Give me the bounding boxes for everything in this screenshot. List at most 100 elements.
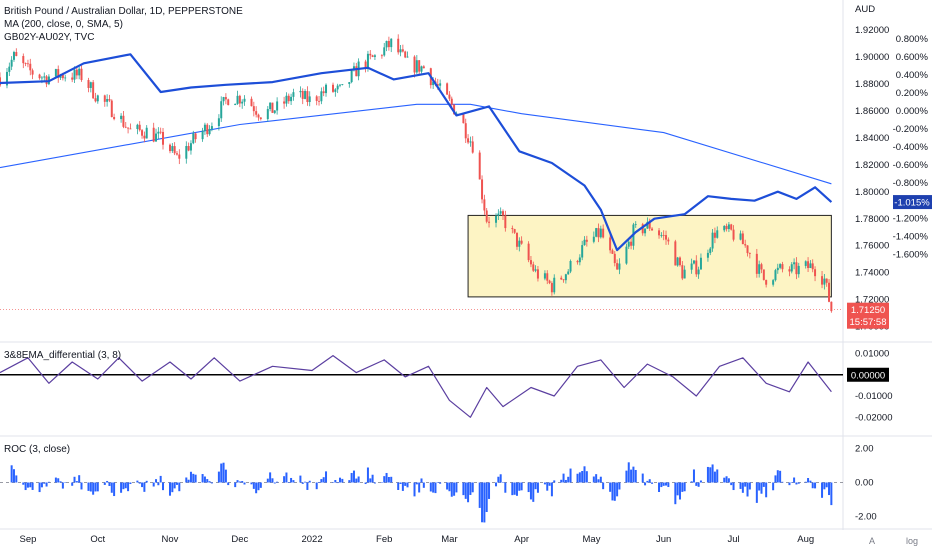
roc-bar bbox=[520, 482, 523, 491]
month-tick-label: Nov bbox=[162, 534, 179, 545]
candle-body bbox=[168, 144, 171, 152]
roc-bar bbox=[453, 482, 456, 496]
roc-bar bbox=[40, 482, 43, 488]
price-tick-label: 1.74000 bbox=[855, 268, 889, 279]
roc-bar bbox=[448, 482, 451, 492]
roc-bar bbox=[308, 480, 311, 483]
candle-body bbox=[71, 77, 74, 80]
roc-bar bbox=[189, 471, 192, 483]
candle-body bbox=[189, 143, 192, 151]
candle-body bbox=[110, 100, 113, 118]
candle-body bbox=[304, 91, 307, 99]
roc-bar bbox=[695, 482, 698, 486]
roc-bar bbox=[613, 482, 616, 501]
roc-bar bbox=[804, 481, 807, 483]
percent-tick-label: -1.200% bbox=[893, 214, 929, 225]
candle-body bbox=[630, 241, 633, 246]
roc-bar bbox=[548, 482, 551, 486]
roc-bar bbox=[422, 482, 425, 488]
roc-bar bbox=[560, 479, 563, 483]
candle-body bbox=[203, 124, 206, 131]
roc-bar bbox=[495, 482, 498, 487]
roc-bar bbox=[797, 482, 800, 484]
candle-body bbox=[529, 260, 532, 265]
price-tick-label: 1.90000 bbox=[855, 52, 889, 63]
candle-body bbox=[597, 228, 600, 238]
roc-bar bbox=[348, 480, 351, 483]
candle-body bbox=[581, 245, 584, 258]
candle-body bbox=[644, 228, 647, 234]
candle-body bbox=[61, 74, 64, 79]
candle-body bbox=[113, 117, 116, 120]
roc-bar bbox=[618, 482, 621, 490]
candle-body bbox=[616, 263, 619, 270]
candle-body bbox=[194, 133, 197, 140]
candle-body bbox=[315, 96, 318, 101]
candle-body bbox=[765, 279, 768, 285]
roc-bar bbox=[47, 481, 50, 483]
roc-bar bbox=[471, 482, 474, 493]
candle-body bbox=[534, 269, 537, 271]
roc-bar bbox=[113, 482, 116, 497]
roc-bar bbox=[325, 471, 328, 483]
roc-bar bbox=[755, 482, 758, 503]
roc-bar bbox=[390, 476, 393, 483]
roc-bar bbox=[706, 466, 709, 483]
roc-bar bbox=[210, 482, 213, 484]
candle-body bbox=[548, 280, 551, 284]
roc-bar bbox=[567, 476, 570, 483]
roc-bar bbox=[699, 480, 702, 483]
candle-body bbox=[355, 66, 358, 77]
candle-body bbox=[432, 81, 435, 86]
candle-body bbox=[306, 91, 309, 103]
candle-body bbox=[821, 276, 824, 285]
candle-body bbox=[103, 95, 106, 102]
roc-bar bbox=[739, 482, 742, 489]
roc-bar bbox=[678, 482, 681, 500]
roc-bar bbox=[80, 482, 83, 490]
roc-bar bbox=[124, 482, 127, 489]
candle-body bbox=[562, 279, 565, 281]
roc-bar bbox=[243, 482, 246, 485]
roc-bar bbox=[236, 480, 239, 483]
candle-body bbox=[755, 253, 758, 274]
candle-body bbox=[727, 224, 730, 230]
candle-body bbox=[795, 262, 798, 275]
roc-bar bbox=[550, 482, 553, 497]
price-tick-label: 1.80000 bbox=[855, 187, 889, 198]
percent-tick-label: 0.000% bbox=[896, 106, 929, 117]
candle-body bbox=[387, 40, 390, 48]
auto-scale-button[interactable]: A bbox=[869, 536, 876, 546]
candle-body bbox=[595, 228, 598, 237]
candle-body bbox=[706, 252, 709, 258]
candle-body bbox=[762, 269, 765, 280]
candle-body bbox=[814, 269, 817, 277]
roc-bar bbox=[173, 482, 176, 489]
roc-bar bbox=[790, 482, 793, 483]
roc-bar bbox=[667, 482, 670, 488]
roc-bar bbox=[413, 482, 416, 497]
roc-bar bbox=[366, 467, 369, 483]
roc-bar bbox=[578, 472, 581, 483]
roc-bar bbox=[271, 478, 274, 483]
candle-body bbox=[830, 301, 833, 312]
candle-body bbox=[208, 128, 211, 135]
candle-body bbox=[155, 133, 158, 142]
month-tick-label: May bbox=[583, 534, 601, 545]
roc-bar bbox=[469, 482, 472, 495]
roc-bar bbox=[54, 477, 57, 483]
candle-body bbox=[692, 260, 695, 264]
month-tick-label: Jul bbox=[727, 534, 739, 545]
roc-bar bbox=[122, 482, 125, 490]
roc-bar bbox=[497, 476, 500, 483]
candle-body bbox=[527, 243, 530, 261]
candle-body bbox=[145, 127, 148, 139]
roc-bar bbox=[504, 482, 507, 493]
log-scale-button[interactable]: log bbox=[906, 536, 919, 546]
month-tick-label: Oct bbox=[90, 534, 105, 545]
candle-body bbox=[681, 265, 684, 279]
candle-body bbox=[471, 141, 474, 153]
roc-bar bbox=[529, 482, 532, 500]
candle-body bbox=[758, 264, 761, 274]
